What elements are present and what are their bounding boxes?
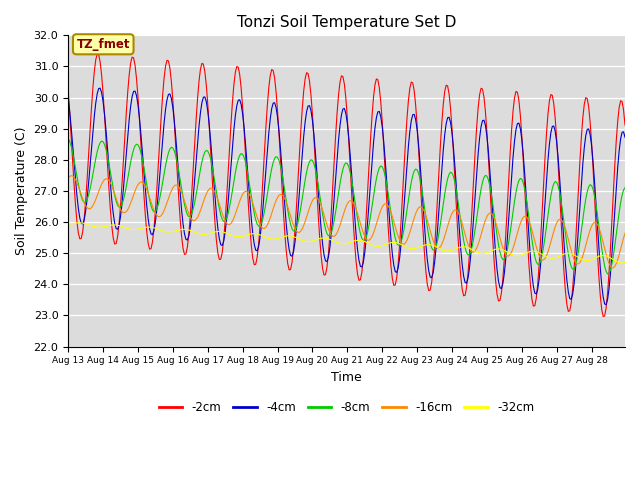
Legend: -2cm, -4cm, -8cm, -16cm, -32cm: -2cm, -4cm, -8cm, -16cm, -32cm (154, 396, 540, 419)
Title: Tonzi Soil Temperature Set D: Tonzi Soil Temperature Set D (237, 15, 456, 30)
X-axis label: Time: Time (332, 371, 362, 384)
Text: TZ_fmet: TZ_fmet (77, 38, 130, 51)
Y-axis label: Soil Temperature (C): Soil Temperature (C) (15, 127, 28, 255)
